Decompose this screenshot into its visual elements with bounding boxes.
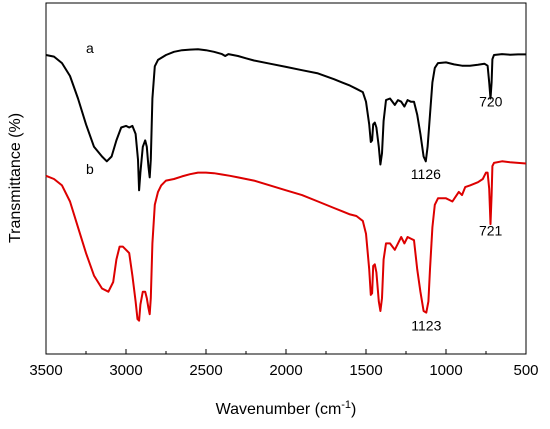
x-axis-label-main: Wavenumber (cm: [216, 401, 342, 418]
x-tick-label: 2500: [189, 362, 222, 379]
x-axis-ticks: 3500 3000 2500 2000 1500 1000 500: [29, 349, 539, 379]
x-tick-label: 3000: [109, 362, 142, 379]
peak-label: 721: [479, 222, 503, 238]
peak-annotations: 720 1126 721 1123: [411, 94, 503, 334]
series-line-b: [45, 160, 527, 322]
series-layer: [45, 48, 527, 322]
x-tick-label: 500: [513, 362, 538, 379]
y-axis-label: Transmittance (%): [7, 113, 24, 243]
peak-label: 720: [479, 94, 503, 110]
peak-label: 1126: [411, 166, 441, 182]
series-labels: ab: [86, 40, 94, 177]
x-axis-label-close: ): [351, 401, 356, 418]
plot-frame: [45, 2, 527, 355]
peak-label: 1123: [411, 317, 441, 333]
x-tick-label: 1500: [349, 362, 382, 379]
x-tick-label: 3500: [29, 362, 62, 379]
x-axis-label-sup: -1: [341, 399, 351, 411]
series-label-a: a: [86, 40, 94, 56]
x-tick-label: 2000: [269, 362, 302, 379]
x-axis-label: Wavenumber (cm-1): [216, 399, 357, 418]
series-line-a: [45, 48, 526, 192]
x-tick-label: 1000: [429, 362, 462, 379]
series-label-b: b: [86, 161, 94, 177]
